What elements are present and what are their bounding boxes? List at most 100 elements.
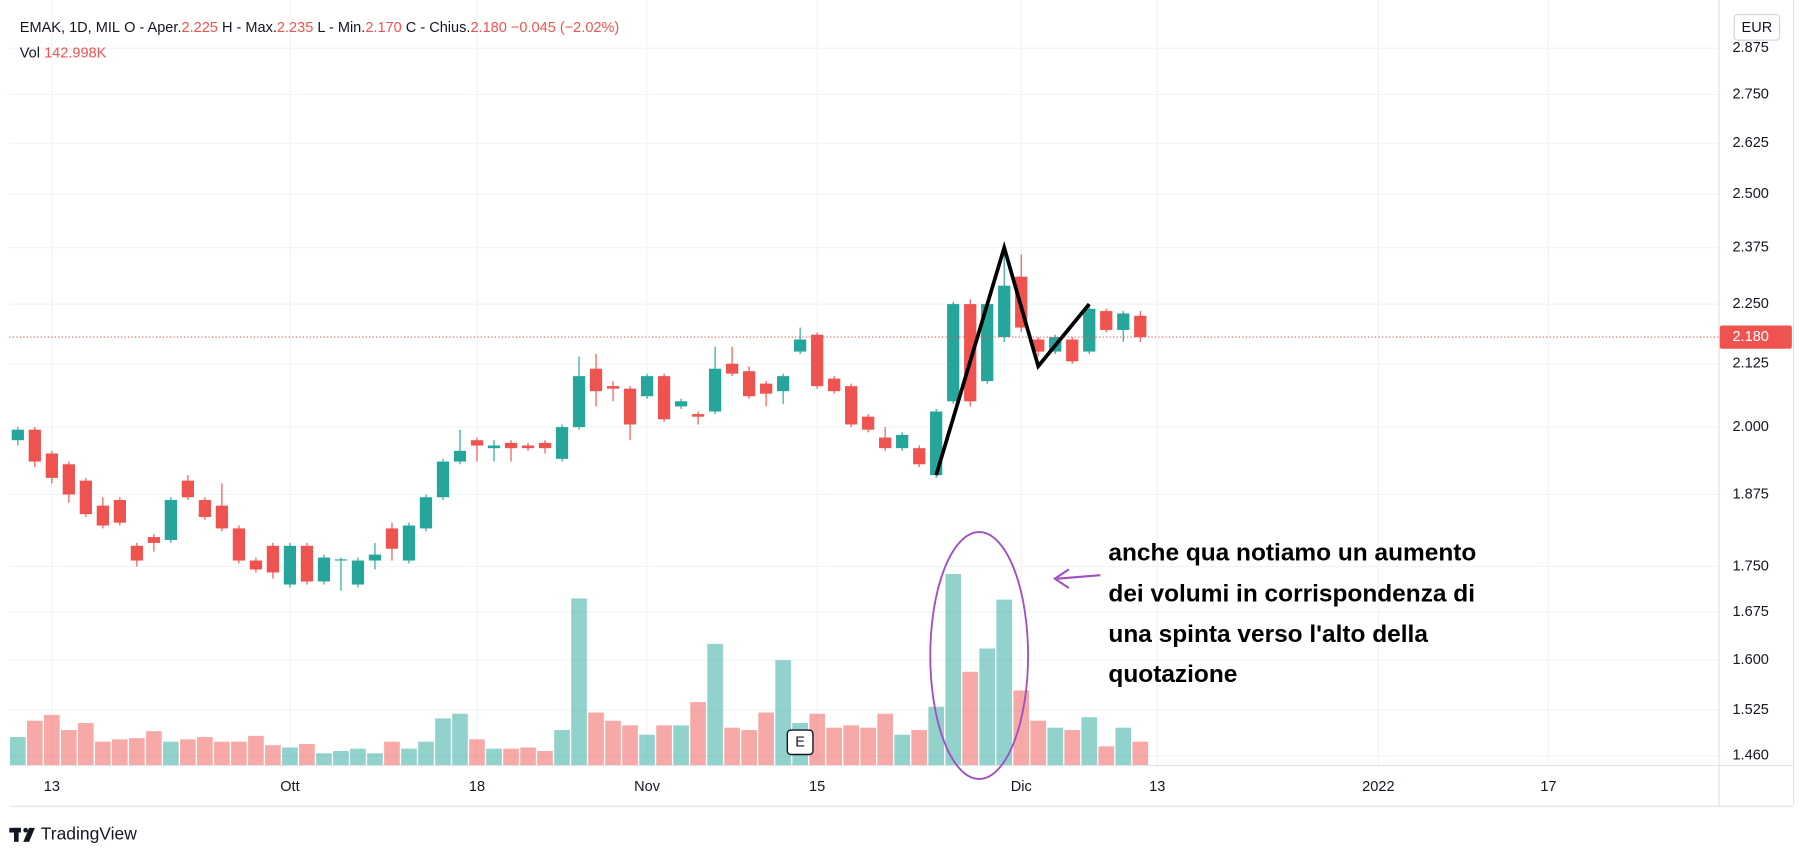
- candle-body: [45, 453, 58, 478]
- volume-bar: [826, 727, 842, 765]
- volume-bar: [452, 713, 468, 765]
- candle-body: [334, 559, 348, 561]
- logo-shape: [23, 827, 35, 842]
- candle-body: [1100, 311, 1113, 330]
- candle-body: [436, 461, 450, 498]
- volume-bar: [95, 741, 111, 765]
- volume-bar: [282, 747, 298, 765]
- low-value: 2.170: [365, 20, 401, 36]
- y-tick-label: 2.625: [1732, 135, 1768, 151]
- volume-bar: [656, 725, 672, 765]
- x-tick-label: Nov: [634, 779, 661, 795]
- volume-bar: [44, 714, 60, 765]
- volume-layer: [9, 573, 1149, 765]
- candle-body: [453, 450, 467, 462]
- currency: EUR: [1742, 20, 1773, 36]
- volume-bar: [843, 725, 859, 765]
- volume-bar: [78, 723, 94, 765]
- candle-body: [249, 560, 263, 570]
- y-tick-label: 1.675: [1732, 604, 1768, 620]
- y-tick-label: 2.250: [1732, 296, 1768, 312]
- last-price-tag: [1719, 325, 1792, 349]
- y-tick-label: 1.460: [1732, 747, 1768, 763]
- candle-body: [981, 304, 994, 382]
- y-tick-label: 2.125: [1732, 356, 1768, 372]
- volume-bar: [1064, 730, 1081, 765]
- arrow-shaft: [1057, 574, 1101, 580]
- candle-body: [266, 545, 280, 573]
- candle-body: [130, 545, 143, 561]
- x-tick-label: 15: [809, 779, 825, 795]
- candle-body: [113, 500, 126, 523]
- candle-body: [1066, 339, 1079, 362]
- high-value: 2.235: [277, 20, 313, 36]
- volume-bar: [911, 730, 928, 765]
- candle-body: [623, 388, 637, 425]
- candle-body: [385, 528, 399, 549]
- candle-body: [402, 525, 416, 561]
- high-label: H - Max.: [222, 20, 277, 36]
- candle-body: [674, 401, 688, 407]
- candle-body: [368, 554, 382, 561]
- volume-bar: [979, 648, 996, 765]
- candle-body: [317, 557, 331, 582]
- x-tick-label: Ott: [280, 779, 299, 795]
- candle-body: [62, 464, 75, 495]
- volume-bar: [945, 573, 962, 765]
- header: EMAK, 1D, MIL O - Aper.2.225 H - Max.2.2…: [20, 20, 619, 36]
- volume-bar: [435, 718, 451, 765]
- volume-bar: [537, 750, 553, 765]
- volume-bar: [605, 720, 621, 765]
- volume-bar: [1098, 746, 1115, 765]
- currency-box[interactable]: [1733, 14, 1781, 41]
- y-tick-label: 1.750: [1732, 558, 1768, 574]
- candle-body: [657, 376, 671, 420]
- y-tick-label: 2.000: [1732, 419, 1768, 435]
- volume-bar: [163, 741, 179, 765]
- y-tick-label: 2.875: [1732, 40, 1768, 56]
- volume-bar: [707, 643, 723, 765]
- close-value: 2.180: [470, 20, 506, 36]
- low-label: L - Min.: [317, 20, 365, 36]
- volume-bar: [401, 748, 417, 765]
- candle-body: [232, 528, 246, 561]
- x-tick-label: 17: [1540, 779, 1556, 795]
- volume-bar: [520, 747, 536, 765]
- volume-bar: [741, 730, 757, 765]
- volume-bar: [418, 741, 434, 765]
- y-tick-label: 2.500: [1732, 186, 1768, 202]
- volume-bar: [1030, 720, 1047, 765]
- volume-bar: [758, 712, 774, 765]
- volume-bar: [112, 739, 128, 765]
- y-tick-label: 1.875: [1732, 486, 1768, 502]
- volume-bar: [316, 753, 332, 765]
- candle-body: [879, 437, 892, 449]
- volume-bar: [265, 745, 281, 765]
- volume-bar: [554, 730, 570, 765]
- volume-bar: [588, 712, 604, 765]
- volume-bar: [1047, 727, 1064, 765]
- x-tick-label: Dic: [1011, 779, 1032, 795]
- candle-body: [725, 363, 739, 374]
- volume-bar: [690, 702, 706, 765]
- volume-bar: [1081, 717, 1098, 765]
- candle-body: [181, 480, 195, 498]
- volume-bar: [1115, 727, 1132, 765]
- watermark: TradingView: [41, 823, 137, 843]
- candle-body: [538, 442, 552, 449]
- candle-body: [589, 368, 603, 392]
- volume-bar: [231, 741, 247, 765]
- volume-bar: [639, 734, 655, 765]
- highlight-ellipse: [929, 531, 1030, 780]
- volume-bar: [180, 739, 196, 765]
- candle-body: [215, 505, 229, 529]
- earnings-label: E: [795, 735, 805, 751]
- volume-bar: [129, 738, 145, 765]
- candle-body: [198, 500, 212, 517]
- x-tick-label: 13: [44, 779, 60, 795]
- volume-bar: [1132, 741, 1149, 765]
- symbol: EMAK, 1D, MIL: [20, 20, 120, 36]
- candle-body: [691, 414, 705, 417]
